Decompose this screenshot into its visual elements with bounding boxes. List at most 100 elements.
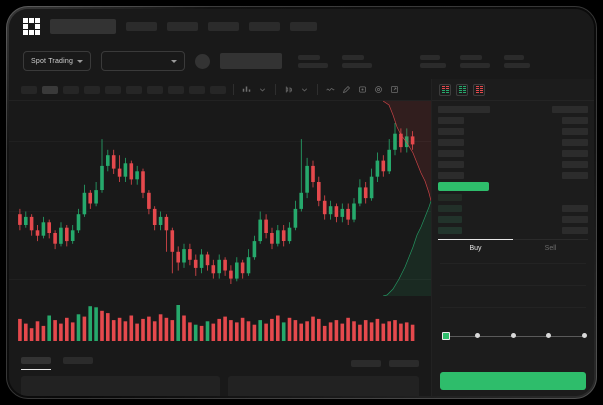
- orderbook-bid-row[interactable]: [438, 204, 588, 213]
- orderbook-price: [438, 227, 462, 234]
- chart-type-icon[interactable]: [283, 84, 294, 95]
- orders-tab-row: [9, 351, 431, 370]
- orderbook-ask-row[interactable]: [438, 116, 588, 125]
- order-amount-field[interactable]: [440, 285, 586, 301]
- timeframe-4H[interactable]: [126, 85, 142, 94]
- stat-value: [342, 62, 373, 68]
- orderbook-price: [438, 117, 464, 124]
- orderbook-ask-row[interactable]: [438, 171, 588, 180]
- stat-value: [298, 62, 329, 68]
- indicators-icon[interactable]: [241, 84, 252, 95]
- orderbook-mode-bids[interactable]: [456, 83, 468, 96]
- order-book[interactable]: [432, 101, 594, 235]
- tab-sell-label: Sell: [544, 245, 557, 252]
- fullscreen-icon[interactable]: [389, 84, 400, 95]
- depth-overlay: [383, 101, 431, 296]
- stat-label: [342, 54, 365, 60]
- orderbook-size: [562, 128, 588, 135]
- orderbook-view-modes: [432, 79, 594, 101]
- orderbook-ask-row[interactable]: [438, 149, 588, 158]
- nav-item-4[interactable]: [208, 21, 239, 31]
- toolbar-divider: [317, 84, 318, 95]
- market-type-label: Spot Trading: [31, 57, 74, 65]
- slider-stop-75[interactable]: [546, 333, 551, 338]
- orderbook-ask-row[interactable]: [438, 127, 588, 136]
- chart-type-dropdown-icon[interactable]: [299, 84, 310, 95]
- orderbook-ask-row[interactable]: [438, 138, 588, 147]
- market-stat-3: [420, 54, 447, 68]
- timeframe-30m[interactable]: [84, 85, 100, 94]
- alert-icon[interactable]: [357, 84, 368, 95]
- order-total-field[interactable]: [440, 307, 586, 323]
- nav-item-1[interactable]: [50, 18, 116, 34]
- market-type-dropdown[interactable]: Spot Trading: [23, 51, 92, 71]
- slider-stop-50[interactable]: [510, 333, 516, 338]
- timeframe-1W[interactable]: [168, 85, 184, 94]
- orderbook-mode-asks[interactable]: [473, 83, 485, 96]
- slider-stop-100[interactable]: [581, 333, 587, 338]
- tab-order-history[interactable]: [63, 357, 93, 370]
- tab-sell[interactable]: Sell: [513, 240, 588, 257]
- trading-pair-select[interactable]: [101, 51, 186, 71]
- orderbook-bid-row[interactable]: [438, 215, 588, 224]
- pencil-icon[interactable]: [341, 84, 352, 95]
- orders-card-row: [9, 370, 431, 396]
- nav-item-6[interactable]: [290, 21, 317, 31]
- gear-icon[interactable]: [373, 84, 384, 95]
- price-chart[interactable]: [9, 101, 431, 351]
- order-amount-slider[interactable]: [442, 332, 587, 341]
- toolbar-divider: [275, 84, 276, 95]
- chart-gridline: [9, 279, 431, 280]
- timeframe-1m[interactable]: [21, 85, 37, 94]
- toolbar-divider: [233, 84, 234, 95]
- orderbook-price: [438, 216, 462, 223]
- stat-value: [420, 62, 447, 68]
- timeframe-1H[interactable]: [105, 85, 121, 94]
- nav-item-3[interactable]: [167, 21, 198, 31]
- summary-card-right[interactable]: [227, 376, 419, 396]
- orderbook-size: [562, 216, 588, 223]
- slider-handle[interactable]: [442, 332, 450, 340]
- tab-open-orders[interactable]: [21, 357, 51, 370]
- orderbook-bid-row[interactable]: [438, 193, 588, 202]
- line-tool-icon[interactable]: [325, 84, 336, 95]
- orders-panel: [9, 351, 431, 396]
- timeframe-More[interactable]: [210, 85, 226, 94]
- order-form-tabs: Buy Sell: [438, 239, 588, 257]
- orderbook-ask-row[interactable]: [438, 105, 588, 114]
- orderbook-bid-row[interactable]: [438, 226, 588, 235]
- stat-label: [420, 54, 441, 60]
- indicators-dropdown-icon[interactable]: [257, 84, 268, 95]
- stat-label: [460, 54, 483, 60]
- timeframe-1D[interactable]: [147, 85, 163, 94]
- timeframe-buttons: [21, 85, 226, 94]
- orderbook-ask-row[interactable]: [438, 160, 588, 169]
- bottom-action-2[interactable]: [389, 360, 419, 367]
- nav-item-2[interactable]: [126, 21, 157, 31]
- nav-item-5[interactable]: [249, 21, 280, 31]
- top-navigation-bar: [9, 9, 594, 43]
- okx-logo[interactable]: [23, 17, 40, 35]
- place-buy-order-button[interactable]: [440, 372, 586, 390]
- summary-card-left[interactable]: [21, 376, 220, 396]
- timeframe-15m[interactable]: [63, 85, 79, 94]
- timeframe-1M[interactable]: [189, 85, 205, 94]
- timeframe-5m[interactable]: [42, 85, 58, 94]
- orderbook-size: [562, 227, 588, 234]
- volume-histogram: [18, 305, 415, 341]
- bottom-action-1[interactable]: [351, 360, 381, 367]
- orderbook-size: [562, 150, 588, 157]
- last-price-bar: [438, 182, 489, 191]
- slider-stop-25[interactable]: [475, 333, 480, 338]
- orderbook-mode-both[interactable]: [439, 83, 451, 96]
- orderbook-price: [438, 139, 464, 146]
- app-screen: Spot Trading: [9, 9, 594, 396]
- tab-buy[interactable]: Buy: [438, 240, 513, 257]
- chevron-down-icon: [77, 59, 84, 63]
- active-tab-indicator: [21, 369, 51, 370]
- order-price-field[interactable]: [440, 263, 586, 279]
- market-stat-2: [342, 54, 373, 68]
- orderbook-price: [438, 205, 462, 212]
- orderbook-price: [438, 128, 464, 135]
- mode-bars: [479, 86, 483, 93]
